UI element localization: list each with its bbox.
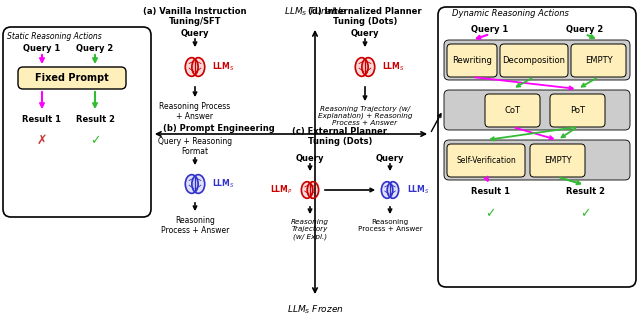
Text: Query 1: Query 1 [24, 44, 61, 53]
FancyBboxPatch shape [485, 94, 540, 127]
Text: Decomposition: Decomposition [502, 56, 566, 65]
Text: LLM$_S$ Tunable: LLM$_S$ Tunable [284, 5, 346, 17]
Text: LLM$_S$: LLM$_S$ [382, 61, 404, 73]
Text: Static Reasoning Actions: Static Reasoning Actions [7, 32, 102, 41]
Text: Query: Query [296, 154, 324, 163]
Text: LLM$_S$: LLM$_S$ [212, 61, 235, 73]
Text: ✓: ✓ [90, 134, 100, 147]
Ellipse shape [381, 182, 393, 198]
Text: Query: Query [376, 154, 404, 163]
FancyBboxPatch shape [530, 144, 585, 177]
Ellipse shape [192, 58, 205, 76]
Text: CoT: CoT [504, 106, 520, 115]
Text: Reasoning
Process + Answer: Reasoning Process + Answer [358, 219, 422, 232]
Text: Query + Reasoning
Format: Query + Reasoning Format [158, 137, 232, 156]
Ellipse shape [186, 175, 198, 193]
Text: Result 1: Result 1 [22, 115, 61, 124]
Text: ✓: ✓ [580, 207, 590, 220]
FancyBboxPatch shape [571, 44, 626, 77]
Ellipse shape [301, 182, 313, 198]
Text: Reasoning
Trajectory
(w/ Expl.): Reasoning Trajectory (w/ Expl.) [291, 219, 329, 240]
Text: (a) Vanilla Instruction
Tuning/SFT: (a) Vanilla Instruction Tuning/SFT [143, 7, 247, 26]
FancyBboxPatch shape [18, 67, 126, 89]
FancyBboxPatch shape [444, 40, 630, 80]
Ellipse shape [186, 58, 198, 76]
Ellipse shape [192, 175, 205, 193]
Ellipse shape [355, 58, 368, 76]
FancyBboxPatch shape [3, 27, 151, 217]
Text: Reasoning Trajectory (w/
Explanation) + Reasoning
Process + Answer: Reasoning Trajectory (w/ Explanation) + … [317, 105, 412, 126]
Text: (c) External Planner
Tuning (Dots): (c) External Planner Tuning (Dots) [292, 127, 387, 147]
Text: Query 2: Query 2 [566, 25, 604, 34]
FancyBboxPatch shape [438, 7, 636, 287]
Text: Result 2: Result 2 [76, 115, 115, 124]
Text: PoT: PoT [570, 106, 585, 115]
FancyBboxPatch shape [500, 44, 568, 77]
FancyBboxPatch shape [550, 94, 605, 127]
FancyBboxPatch shape [447, 44, 497, 77]
Text: Query: Query [351, 29, 380, 38]
Text: Query: Query [180, 29, 209, 38]
Text: Reasoning Process
+ Answer: Reasoning Process + Answer [159, 102, 230, 121]
Text: LLM$_P$: LLM$_P$ [270, 184, 293, 196]
Text: LLM$_S$ Frozen: LLM$_S$ Frozen [287, 304, 344, 316]
Text: Fixed Prompt: Fixed Prompt [35, 73, 109, 83]
FancyBboxPatch shape [444, 140, 630, 180]
Text: Result 2: Result 2 [566, 187, 605, 196]
Text: (d) Internalized Planner
Tuning (Dots): (d) Internalized Planner Tuning (Dots) [308, 7, 422, 26]
Text: Query 2: Query 2 [76, 44, 114, 53]
Text: EMPTY: EMPTY [544, 156, 572, 165]
FancyBboxPatch shape [444, 90, 630, 130]
Text: ✓: ✓ [484, 207, 495, 220]
Text: LLM$_S$: LLM$_S$ [212, 178, 235, 190]
Text: Query 1: Query 1 [472, 25, 509, 34]
Text: Reasoning
Process + Answer: Reasoning Process + Answer [161, 216, 229, 235]
Ellipse shape [307, 182, 319, 198]
Text: Self-Verification: Self-Verification [456, 156, 516, 165]
FancyBboxPatch shape [447, 144, 525, 177]
Text: EMPTY: EMPTY [585, 56, 612, 65]
Text: Dynamic Reasoning Actions: Dynamic Reasoning Actions [452, 9, 569, 18]
Ellipse shape [362, 58, 374, 76]
Text: LLM$_S$: LLM$_S$ [407, 184, 429, 196]
Text: Result 1: Result 1 [470, 187, 509, 196]
Text: (b) Prompt Engineering: (b) Prompt Engineering [163, 124, 275, 133]
Ellipse shape [387, 182, 399, 198]
Text: Rewriting: Rewriting [452, 56, 492, 65]
Text: ✗: ✗ [36, 134, 47, 147]
